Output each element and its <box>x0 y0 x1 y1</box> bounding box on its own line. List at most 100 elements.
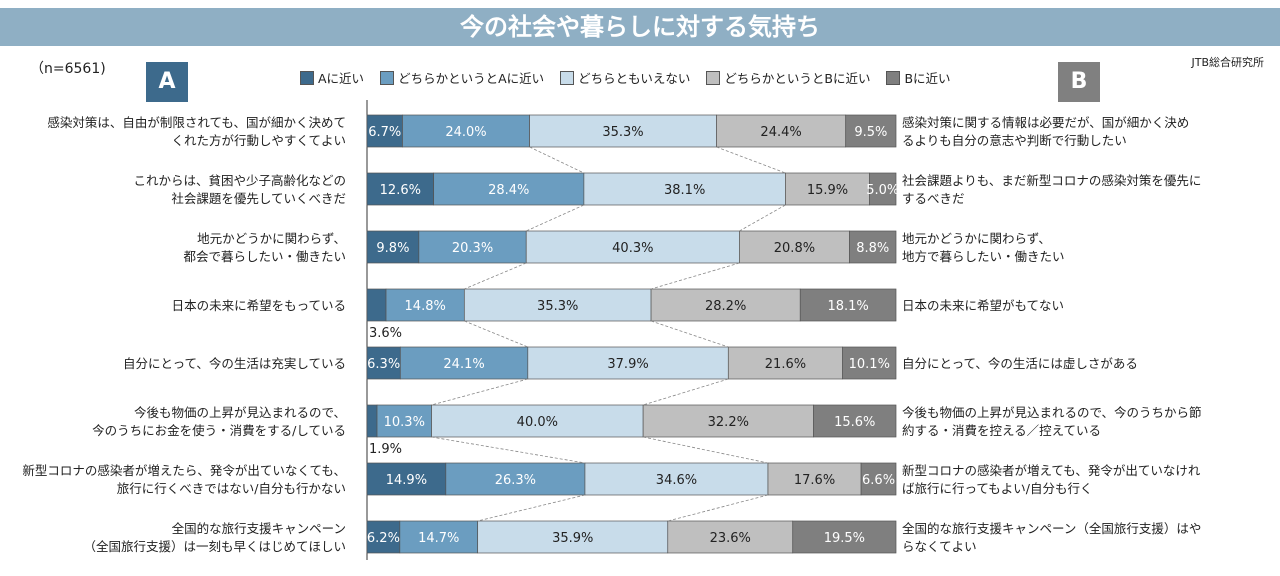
legend: Aに近い どちらかというとAに近い どちらともいえない どちらかというとBに近い Bに近… <box>300 68 951 87</box>
statement-b-label: 自分にとって、今の生活には虚しさがある <box>902 356 1138 371</box>
data-label: 23.6% <box>710 531 751 546</box>
bar-segment <box>527 346 729 380</box>
bar-segment <box>584 462 769 496</box>
connector-line <box>739 204 786 232</box>
statement-a-label: （全国旅行支援）は一刻も早くはじめてほしい <box>83 539 346 554</box>
data-label: 14.9% <box>386 473 427 488</box>
bar-segment <box>716 114 847 148</box>
connector-line <box>643 436 769 464</box>
statement-b-label: 今後も物価の上昇が見込まれるので、今のうちから節 <box>902 405 1202 420</box>
statement-b-label: 地元かどうかに関わらず、 <box>902 231 1051 246</box>
data-label: 12.6% <box>380 183 421 198</box>
data-label: 19.5% <box>824 531 865 546</box>
data-label: 32.2% <box>708 415 749 430</box>
bar-segment <box>366 114 403 148</box>
data-label: 40.0% <box>517 415 558 430</box>
bar-segment <box>366 404 378 438</box>
bar-segment <box>445 462 586 496</box>
connector-line <box>650 262 740 290</box>
bar-segment <box>399 520 479 554</box>
chart-title: 今の社会や暮らしに対する気持ち <box>0 8 1280 46</box>
statement-a-label: 都会で暮らしたい・働きたい <box>183 249 346 264</box>
data-label: 40.3% <box>612 241 653 256</box>
bar-segment <box>366 520 401 554</box>
statement-b-label: 日本の未来に希望がもてない <box>902 298 1064 313</box>
bar-segment <box>385 288 465 322</box>
bar-segment <box>366 346 401 380</box>
data-label: 35.9% <box>552 531 593 546</box>
bar-segment <box>799 288 897 322</box>
data-label: 38.1% <box>664 183 705 198</box>
statement-a-label: 新型コロナの感染者が増えたら、発令が出ていなくても、 <box>22 463 346 478</box>
statement-a-label: 今のうちにお金を使う・消費をする/している <box>92 423 346 438</box>
legend-swatch <box>886 70 901 85</box>
data-label: 10.3% <box>384 415 425 430</box>
bar-segment <box>727 346 843 380</box>
bar-segment <box>366 230 420 264</box>
bar-segment <box>849 230 897 264</box>
statement-b-label: 全国的な旅行支援キャンペーン（全国旅行支援）はや <box>902 521 1201 536</box>
bar-segment <box>767 462 862 496</box>
legend-item: どちらともいえない <box>560 68 690 87</box>
statement-a-label: これからは、貧困や少子高齢化などの <box>133 173 346 188</box>
bar-segment <box>525 230 740 264</box>
legend-swatch <box>300 70 314 85</box>
data-label: 28.2% <box>705 299 746 314</box>
connector-line <box>643 378 729 406</box>
legend-label: どちらかというとBに近い <box>724 71 871 86</box>
bar-segment <box>376 404 432 438</box>
bar-segment <box>667 520 794 554</box>
statement-a-label: 自分にとって、今の生活は充実している <box>123 356 346 371</box>
bar-segment <box>650 288 801 322</box>
data-label: 6.6% <box>862 473 895 488</box>
data-label: 20.8% <box>774 241 815 256</box>
connector-line <box>529 146 585 174</box>
bar-segment <box>366 288 387 322</box>
data-label: 14.7% <box>418 531 459 546</box>
legend-item: どちらかというとAに近い <box>380 68 544 87</box>
bar-segment <box>399 346 529 380</box>
side-a-badge: A <box>146 62 188 102</box>
statement-b-label: 感染対策に関する情報は必要だが、国が細かく決め <box>902 115 1189 130</box>
statement-b-label: るよりも自分の意志や判断で行動したい <box>902 133 1127 148</box>
legend-swatch <box>706 70 721 85</box>
data-label: 9.5% <box>854 125 887 140</box>
bar-segment <box>792 520 897 554</box>
bar-segment <box>785 172 870 206</box>
connector-line <box>464 320 528 348</box>
source-label: JTB総合研究所 <box>1191 56 1264 69</box>
statement-b-label: 社会課題よりも、まだ新型コロナの感染対策を優先に <box>902 173 1201 188</box>
connector-line <box>526 204 585 232</box>
side-b-badge: B <box>1058 62 1100 102</box>
data-label: 6.3% <box>367 357 400 372</box>
statement-b-label: 約する・消費を控える／控えている <box>902 423 1101 438</box>
bar-segment <box>813 404 897 438</box>
data-label: 6.2% <box>367 531 400 546</box>
bar-segment <box>418 230 527 264</box>
data-label: 5.0% <box>866 183 899 198</box>
legend-label: Aに近い <box>318 71 365 86</box>
legend-swatch <box>380 70 395 85</box>
legend-label: どちらともいえない <box>578 71 691 86</box>
bar-segment <box>431 404 644 438</box>
connector-line <box>716 146 786 174</box>
connector-line <box>431 378 528 406</box>
bar-segment <box>642 404 814 438</box>
statement-b-label: 新型コロナの感染者が増えても、発令が出ていなけれ <box>902 463 1201 478</box>
sample-size: （n=6561) <box>30 61 106 77</box>
bar-segment <box>529 114 717 148</box>
bar-segment <box>869 172 897 206</box>
bar-segment <box>860 462 897 496</box>
legend-label: Bに近い <box>904 71 951 86</box>
data-label: 15.6% <box>834 415 875 430</box>
bar-segment <box>842 346 897 380</box>
statement-b-label: するべきだ <box>902 191 965 206</box>
legend-swatch <box>560 70 575 85</box>
data-label: 8.8% <box>856 241 889 256</box>
data-label: 35.3% <box>537 299 578 314</box>
data-label: 21.6% <box>765 357 806 372</box>
connector-line <box>431 436 586 464</box>
data-label: 15.9% <box>807 183 848 198</box>
legend-item: Bに近い <box>886 68 951 87</box>
data-label: 17.6% <box>794 473 835 488</box>
